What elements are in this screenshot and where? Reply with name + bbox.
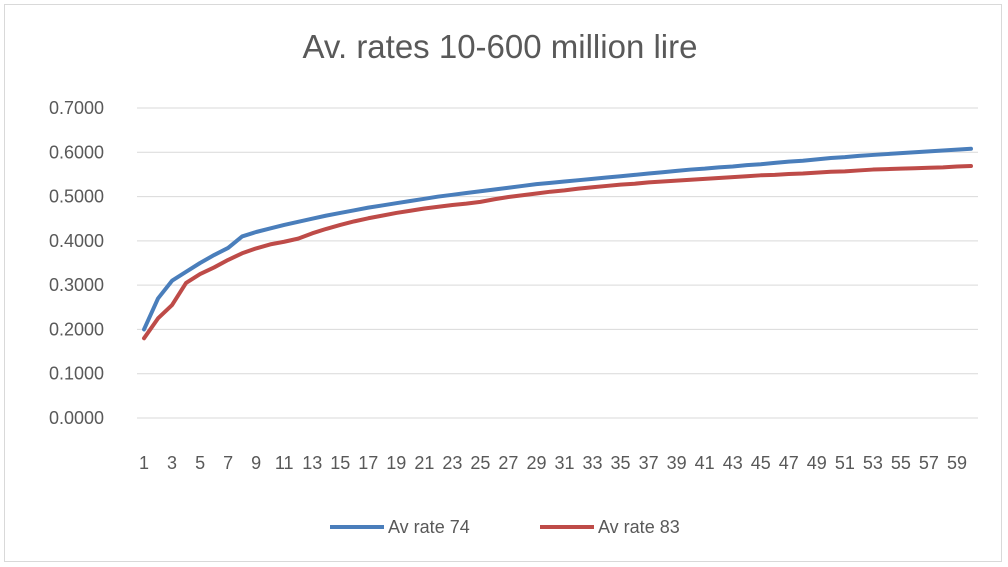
series-line-1 <box>142 146 973 332</box>
x-tick-label: 47 <box>779 453 799 473</box>
legend: Av rate 74 Av rate 83 <box>330 517 680 537</box>
x-tick-label: 41 <box>695 453 715 473</box>
y-tick-label: 0.3000 <box>49 275 104 295</box>
y-tick-label: 0.2000 <box>49 319 104 339</box>
legend-label: Av rate 83 <box>598 517 680 537</box>
x-tick-label: 45 <box>751 453 771 473</box>
x-tick-label: 59 <box>947 453 967 473</box>
x-axis-ticks: 1 3 5 7 9 11 13 15 17 19 21 23 25 27 29 31 33 35 37 39 41 43 4… <box>139 453 967 473</box>
x-tick-label: 51 <box>835 453 855 473</box>
x-tick-label: 21 <box>414 453 434 473</box>
x-tick-label: 29 <box>526 453 546 473</box>
x-tick-label: 11 <box>275 453 294 473</box>
y-tick-label: 0.7000 <box>49 98 104 118</box>
gridlines <box>137 107 978 419</box>
x-tick-label: 55 <box>891 453 911 473</box>
x-tick-label: 53 <box>863 453 883 473</box>
x-tick-label: 57 <box>919 453 939 473</box>
x-tick-label: 7 <box>223 453 233 473</box>
x-tick-label: 9 <box>251 453 261 473</box>
x-tick-label: 15 <box>330 453 350 473</box>
x-tick-label: 17 <box>358 453 378 473</box>
x-tick-label: 33 <box>583 453 603 473</box>
chart-title: Av. rates 10-600 million lire <box>302 28 698 65</box>
y-axis-ticks: 0.0000 0.1000 0.2000 0.3000 0.4000 0.5000 0.60… <box>49 98 104 428</box>
y-tick-label: 0.4000 <box>49 231 104 251</box>
x-tick-label: 3 <box>167 453 177 473</box>
legend-label: Av rate 74 <box>388 517 470 537</box>
y-tick-label: 0.0000 <box>49 408 104 428</box>
x-tick-label: 43 <box>723 453 743 473</box>
x-tick-label: 39 <box>667 453 687 473</box>
x-tick-label: 13 <box>302 453 322 473</box>
y-tick-label: 0.6000 <box>49 142 104 162</box>
x-tick-label: 19 <box>386 453 406 473</box>
x-tick-label: 25 <box>470 453 490 473</box>
x-tick-label: 31 <box>554 453 574 473</box>
x-tick-label: 37 <box>639 453 659 473</box>
y-tick-label: 0.5000 <box>49 187 104 207</box>
x-tick-label: 23 <box>442 453 462 473</box>
x-tick-label: 5 <box>195 453 205 473</box>
x-tick-label: 35 <box>611 453 631 473</box>
x-tick-label: 49 <box>807 453 827 473</box>
series-lines <box>142 146 973 341</box>
x-tick-label: 1 <box>139 453 149 473</box>
y-tick-label: 0.1000 <box>49 364 104 384</box>
x-tick-label: 27 <box>498 453 518 473</box>
series-line-2 <box>142 164 973 341</box>
